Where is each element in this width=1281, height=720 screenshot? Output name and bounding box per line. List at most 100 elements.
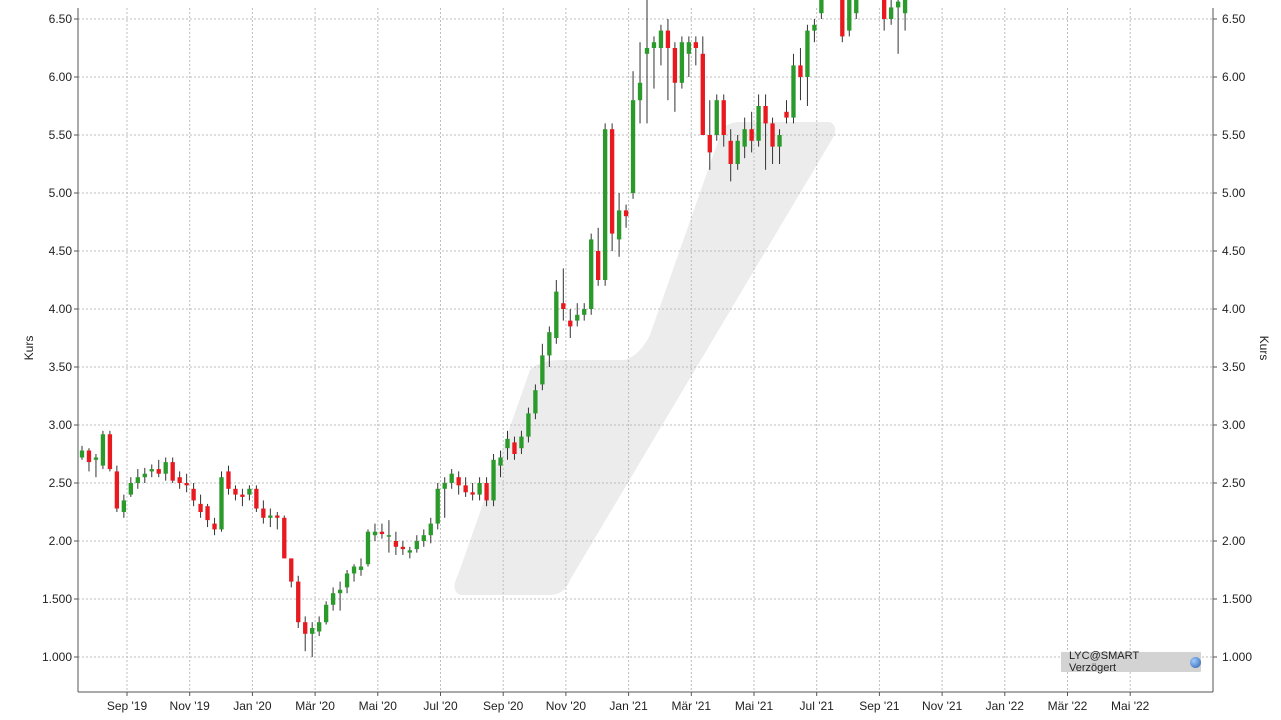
candle: [184, 473, 189, 493]
x-tick-label: Jul '20: [423, 699, 458, 713]
candle: [819, 0, 824, 19]
candle: [379, 523, 385, 539]
candle-body-up: [602, 129, 608, 280]
y-tick-label-left: 2.50: [49, 476, 73, 490]
candle-body-down: [226, 471, 231, 489]
candle: [881, 0, 887, 31]
tick-labels: 1.000 1.000 1.500 1.500 2.00 2.00 2.50 2.50 3.00…: [42, 12, 1252, 713]
candle-body-down: [512, 442, 517, 454]
candle: [902, 0, 908, 31]
candle: [491, 454, 496, 507]
candle-body-down: [672, 48, 678, 83]
candle-body-up: [554, 291, 559, 338]
candle: [547, 326, 552, 367]
x-tick-label: Mai '22: [1111, 699, 1150, 713]
candle: [86, 448, 92, 472]
candle-body-up: [526, 413, 531, 437]
y-tick-label-left: 2.00: [49, 534, 73, 548]
candle-body-down: [561, 303, 566, 309]
candle-body-down: [107, 434, 113, 470]
candle-body-up: [658, 30, 664, 48]
source-label: LYC@SMART Verzögert: [1069, 650, 1139, 674]
candle: [693, 36, 698, 66]
candle-body-up: [575, 314, 580, 321]
candle: [728, 129, 733, 182]
candle-body-down: [609, 129, 615, 234]
x-tick-label: Nov '20: [546, 699, 587, 713]
candle: [637, 42, 643, 124]
x-tick-label: Nov '21: [922, 699, 963, 713]
candle: [212, 517, 217, 536]
candle: [177, 471, 182, 489]
candle-body-down: [596, 251, 601, 280]
candle-body-up: [714, 100, 719, 135]
candle-body-up: [651, 42, 657, 48]
candle-body-down: [770, 123, 775, 147]
candle: [596, 227, 601, 286]
candle-body-up: [644, 48, 650, 54]
candle-body-up: [895, 1, 901, 8]
candle: [310, 622, 315, 657]
candle: [435, 483, 440, 530]
candle-body-up: [812, 24, 817, 31]
candle: [895, 0, 901, 54]
candle: [519, 430, 524, 454]
y-tick-label-right: 3.50: [1222, 360, 1246, 374]
y-tick-label-left: 4.50: [49, 244, 73, 258]
candle: [777, 129, 782, 164]
candle-body-down: [623, 210, 629, 217]
y-tick-label-right: 4.00: [1222, 302, 1246, 316]
candle-body-up: [742, 129, 747, 147]
candle: [512, 436, 517, 460]
candle: [749, 111, 754, 153]
candle-body-down: [254, 488, 259, 509]
candle: [93, 454, 99, 478]
candle-body-up: [310, 628, 315, 634]
candle-body-up: [358, 566, 364, 570]
candle: [330, 587, 336, 611]
candle: [282, 515, 287, 559]
y-tick-label-right: 1.000: [1222, 650, 1252, 664]
candle: [372, 523, 378, 541]
candle-body-down: [665, 30, 671, 48]
candle: [198, 494, 203, 518]
candle: [589, 233, 594, 315]
candle: [233, 485, 238, 501]
candle-body-up: [421, 535, 426, 541]
candle: [121, 494, 127, 518]
candle-body-down: [749, 129, 754, 141]
candle-body-up: [316, 622, 322, 632]
candle-body-up: [93, 457, 99, 460]
y-tick-label-left: 5.50: [49, 128, 73, 142]
candle: [149, 464, 154, 478]
candle: [735, 135, 740, 170]
x-tick-label: Jan '20: [233, 699, 272, 713]
candle-body-up: [142, 473, 147, 478]
candle: [742, 117, 747, 159]
candle-body-down: [763, 106, 768, 124]
candle: [812, 19, 817, 43]
candle: [261, 500, 266, 524]
candle-body-up: [547, 332, 552, 356]
candle-body-up: [330, 593, 336, 605]
candle-body-up: [756, 106, 761, 141]
candle: [658, 24, 664, 66]
y-axis-title-right: Kurs: [1257, 336, 1271, 361]
candle-body-down: [114, 471, 120, 509]
candle: [142, 467, 147, 483]
candle-body-up: [519, 436, 524, 449]
candle: [365, 529, 371, 567]
candle: [888, 0, 894, 25]
candle-body-up: [616, 210, 622, 240]
candle-body-down: [177, 477, 182, 483]
candle-body-up: [79, 450, 85, 458]
candle: [449, 469, 454, 489]
candle: [477, 477, 482, 501]
candle: [170, 457, 175, 483]
candle-body-down: [156, 469, 161, 474]
candle-body-down: [700, 53, 705, 135]
candle: [784, 100, 789, 124]
x-tick-label: Jan '22: [986, 699, 1025, 713]
candle: [128, 477, 133, 497]
